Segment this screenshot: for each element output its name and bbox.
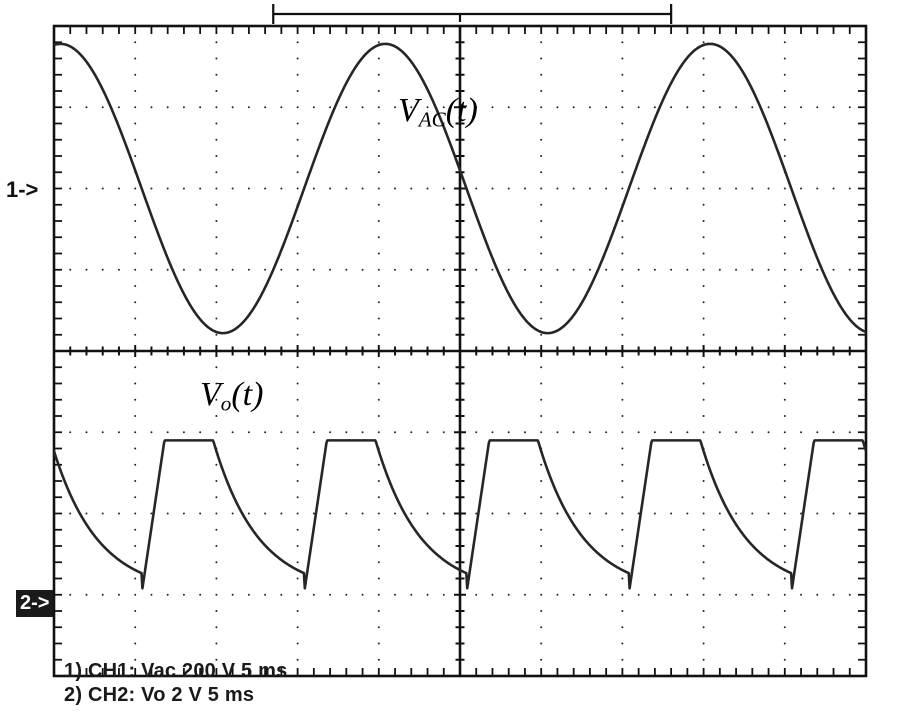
trace-label-vac: VAC(t) xyxy=(398,92,478,132)
channel-1-settings-readout: 1) CH1: Vac 200 V 5 ms xyxy=(64,660,287,683)
channel-2-settings-readout: 2) CH2: Vo 2 V 5 ms xyxy=(64,684,254,707)
ch1-zero-marker: 1-> xyxy=(6,177,38,203)
ch2-zero-marker: 2-> xyxy=(16,590,53,617)
trace-label-vo: Vo(t) xyxy=(200,376,263,416)
oscilloscope-screenshot: { "canvas": { "width": 900, "height": 71… xyxy=(0,0,900,718)
